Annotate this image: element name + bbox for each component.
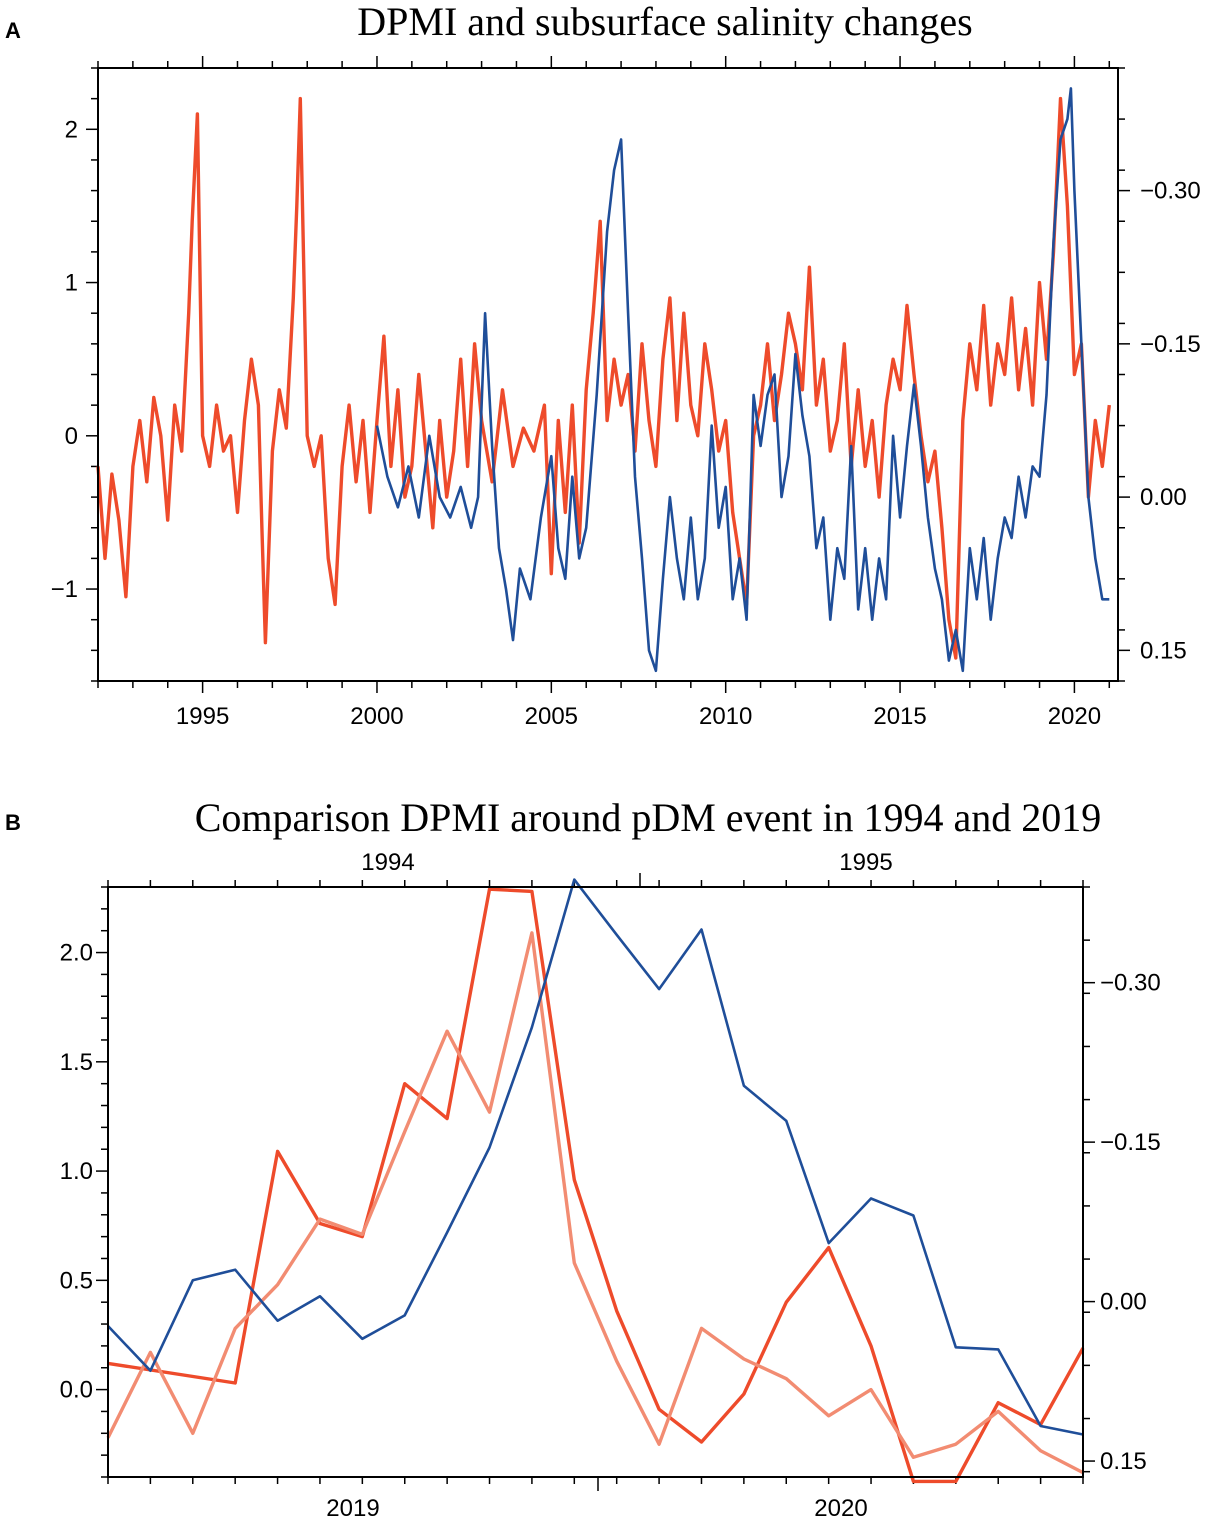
chart-b-yright-label: 0.00 — [1100, 1289, 1147, 1316]
chart-b-yleft-label: 1.0 — [60, 1158, 93, 1185]
chart-a-yright-label: 0.15 — [1140, 637, 1187, 664]
chart-b-top-label-1994: 1994 — [361, 849, 414, 876]
chart-b-yleft-label: 0.5 — [60, 1267, 93, 1294]
panel-a: A DPMI and subsurface salinity changes 1… — [5, 0, 1201, 730]
chart-a-yleft-label: 0 — [65, 423, 78, 450]
chart-a-x-label: 2015 — [873, 703, 926, 730]
chart-b-series-dpmi-1994 — [106, 931, 1084, 1475]
chart-b-bottom-label-2019: 2019 — [326, 1495, 379, 1522]
chart-b-top-label-1995: 1995 — [839, 849, 892, 876]
chart-b-series-dpmi-2019 — [107, 887, 1085, 1484]
chart-a-series-subsurface-salinity — [375, 87, 1110, 673]
chart-b-yleft-label: 2.0 — [60, 940, 93, 967]
chart-b-yleft-label: 1.5 — [60, 1049, 93, 1076]
chart-a-frame — [97, 67, 1119, 682]
chart-a-yleft-label: −1 — [51, 576, 78, 603]
chart-a-x-label: 2020 — [1048, 703, 1101, 730]
chart-a-series — [96, 87, 1111, 673]
chart-b-frame — [107, 886, 1084, 1478]
chart-b-yleft-label: 0.0 — [60, 1377, 93, 1404]
chart-a-ticks: 1995 2000 2005 2010 2015 2020 −1 0 1 2 −0.30 −0.15 0… — [51, 56, 1201, 730]
chart-b-bottom-label-2020: 2020 — [814, 1495, 867, 1522]
chart-a-x-label: 2000 — [350, 703, 403, 730]
chart-a-x-label: 2010 — [699, 703, 752, 730]
chart-b-yright-label: 0.15 — [1100, 1448, 1147, 1475]
chart-a-yright-label: 0.00 — [1140, 484, 1187, 511]
chart-a-x-label: 1995 — [176, 703, 229, 730]
panel-b-letter: B — [5, 810, 21, 835]
panel-b: B Comparison DPMI around pDM event in 19… — [5, 795, 1161, 1522]
chart-b-series — [106, 878, 1085, 1484]
chart-a-title: DPMI and subsurface salinity changes — [357, 0, 972, 44]
chart-b-title: Comparison DPMI around pDM event in 1994… — [195, 795, 1102, 840]
chart-a-yleft-label: 2 — [65, 116, 78, 143]
chart-b-series-subsurface-salinity — [107, 878, 1084, 1436]
panel-a-letter: A — [5, 18, 21, 43]
chart-b-yright-label: −0.30 — [1100, 970, 1161, 997]
chart-b-ticks: 0.0 0.5 1.0 1.5 2.0 −0.30 −0.15 0.00 0.15 — [60, 873, 1161, 1491]
chart-b-yright-label: −0.15 — [1100, 1129, 1161, 1156]
chart-a-yright-label: −0.15 — [1140, 331, 1201, 358]
chart-a-x-label: 2005 — [525, 703, 578, 730]
chart-a-yright-label: −0.30 — [1140, 178, 1201, 205]
chart-a-yleft-label: 1 — [65, 270, 78, 297]
chart-a-series-dpmi — [96, 96, 1111, 660]
